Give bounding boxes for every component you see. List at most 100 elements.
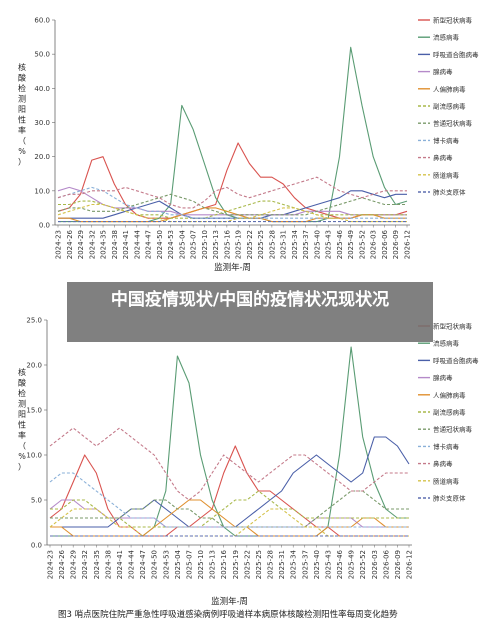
x-tick-label: 2024-38 <box>104 550 112 579</box>
y-tick-label: 30.0 <box>34 119 50 127</box>
legend-label: 博卡病毒 <box>433 442 460 451</box>
x-tick-label: 2025-34 <box>290 549 298 579</box>
x-tick-label: 2025-37 <box>301 550 309 579</box>
x-tick-label: 2025-22 <box>243 550 251 579</box>
x-tick-label: 2025-49 <box>347 230 355 259</box>
x-tick-label: 2024-50 <box>151 550 159 579</box>
x-tick-label: 2025-28 <box>267 550 275 579</box>
x-axis-label: 监测年-周 <box>214 262 251 273</box>
legend-label: 肺炎支原体 <box>433 494 466 503</box>
x-tick-label: 2025-43 <box>324 550 332 579</box>
x-tick-label: 2025-25 <box>257 230 265 259</box>
legend-label: 流感病毒 <box>433 339 460 348</box>
page-title-banner: 中国疫情现状/中国的疫情状况现状况 <box>67 282 433 342</box>
y-tick-label: 20.0 <box>26 362 42 370</box>
x-tick-label: 2026-06 <box>382 549 390 579</box>
series-line <box>58 207 407 223</box>
series-line <box>50 499 409 537</box>
x-tick-label: 2025-31 <box>280 230 288 259</box>
y-tick-label: 10.0 <box>34 187 50 195</box>
chart-bottom: 0.0 5.0 10.0 15.0 20.0 25.0 2024-23 2024-26 2024… <box>18 317 479 621</box>
y-axis-label: 核酸检测阳性率（%） <box>18 367 26 472</box>
x-tick-label: 2024-53 <box>162 550 170 579</box>
legend-label: 普通冠状病毒 <box>433 119 473 128</box>
x-tick-label: 2025-16 <box>223 229 231 259</box>
x-tick-label: 2025-07 <box>190 230 198 259</box>
x-tick-label: 2026-03 <box>371 550 379 579</box>
legend-label: 呼吸道合胞病毒 <box>433 50 479 59</box>
x-tick-label: 2025-28 <box>268 230 276 259</box>
x-tick-label: 2025-19 <box>235 230 243 259</box>
x-tick-label: 2025-40 <box>313 550 321 579</box>
series-line <box>57 193 407 216</box>
x-tick-label: 2025-16 <box>220 549 228 579</box>
x-tick-label: 2024-44 <box>133 229 141 259</box>
x-tick-label: 2026-12 <box>404 230 412 259</box>
x-tick-label: 2024-26 <box>58 549 66 579</box>
x-tick-label: 2025-19 <box>232 550 240 579</box>
x-tick-label: 2025-34 <box>291 229 299 259</box>
legend-label: 普通冠状病毒 <box>433 425 473 434</box>
legend-label: 流感病毒 <box>433 33 460 42</box>
x-tick-label: 2025-31 <box>278 550 286 579</box>
series-line <box>57 186 407 216</box>
legend-label: 鼻病毒 <box>433 153 453 162</box>
y-tick-label: 25.0 <box>26 317 42 325</box>
x-tick-label: 2026-09 <box>394 550 402 579</box>
x-tick-label: 2025-04 <box>174 549 182 579</box>
x-tick-label: 2025-52 <box>359 550 367 579</box>
y-tick-label: 5.0 <box>31 497 42 505</box>
y-tick-label: 0.0 <box>39 222 50 230</box>
x-tick-label: 2026-03 <box>370 230 378 259</box>
x-tick-label: 2026-06 <box>381 229 389 259</box>
x-tick-label: 2024-26 <box>66 229 74 259</box>
x-tick-label: 2024-29 <box>77 230 85 259</box>
series-line <box>50 436 410 528</box>
legend-label: 人偏肺病毒 <box>433 84 466 93</box>
x-tick-label: 2024-38 <box>111 230 119 259</box>
x-tick-label: 2024-23 <box>55 230 63 259</box>
x-tick-label: 2025-25 <box>255 550 263 579</box>
y-tick-label: 10.0 <box>26 452 42 460</box>
legend-label: 新型冠状病毒 <box>433 322 473 331</box>
legend-label: 肺炎支原体 <box>433 188 466 197</box>
x-tick-label: 2024-32 <box>81 550 89 579</box>
legend-label: 人偏肺病毒 <box>433 390 466 399</box>
legend-label: 鼻病毒 <box>433 459 453 468</box>
chart-caption: 图3 哨点医院住院严重急性呼吸道感染病例呼吸道样本病原体核酸检测阳性率每周变化趋… <box>58 609 398 620</box>
page-title: 中国疫情现状/中国的疫情状况现状况 <box>110 290 390 310</box>
y-axis-label: 核酸检测阳性率（%） <box>18 62 26 167</box>
x-tick-label: 2025-10 <box>197 550 205 579</box>
y-tick-label: 60.0 <box>34 17 50 25</box>
x-tick-label: 2025-37 <box>302 230 310 259</box>
y-tick-label: 20.0 <box>34 153 50 161</box>
x-tick-label: 2024-41 <box>122 230 130 259</box>
x-tick-label: 2024-44 <box>128 549 136 579</box>
x-tick-label: 2024-50 <box>156 230 164 259</box>
x-tick-label: 2024-35 <box>100 230 108 259</box>
x-tick-label: 2025-13 <box>209 550 217 579</box>
x-tick-label: 2026-09 <box>392 230 400 259</box>
legend-label: 肠道病毒 <box>433 476 460 485</box>
x-tick-label: 2024-32 <box>88 230 96 259</box>
series-line <box>49 427 409 501</box>
x-tick-label: 2025-04 <box>178 229 186 259</box>
legend-label: 腺病毒 <box>433 67 453 76</box>
series-line <box>57 203 407 223</box>
x-tick-label: 2024-35 <box>93 550 101 579</box>
legend-label: 肠道病毒 <box>433 170 460 179</box>
x-tick-label: 2024-41 <box>116 550 124 579</box>
x-tick-label: 2025-43 <box>325 230 333 259</box>
x-tick-label: 2024-47 <box>139 550 147 579</box>
x-tick-label: 2024-23 <box>47 550 55 579</box>
x-axis-label: 监测年-周 <box>211 596 248 607</box>
x-tick-label: 2024-53 <box>167 230 175 259</box>
x-tick-label: 2024-29 <box>70 550 78 579</box>
series-line <box>50 346 409 537</box>
x-tick-label: 2025-46 <box>336 549 344 579</box>
y-tick-label: 50.0 <box>34 51 50 59</box>
y-tick-label: 0.0 <box>31 542 42 550</box>
legend-label: 呼吸道合胞病毒 <box>433 356 479 365</box>
legend-label: 博卡病毒 <box>433 136 460 145</box>
series-line <box>57 186 407 219</box>
